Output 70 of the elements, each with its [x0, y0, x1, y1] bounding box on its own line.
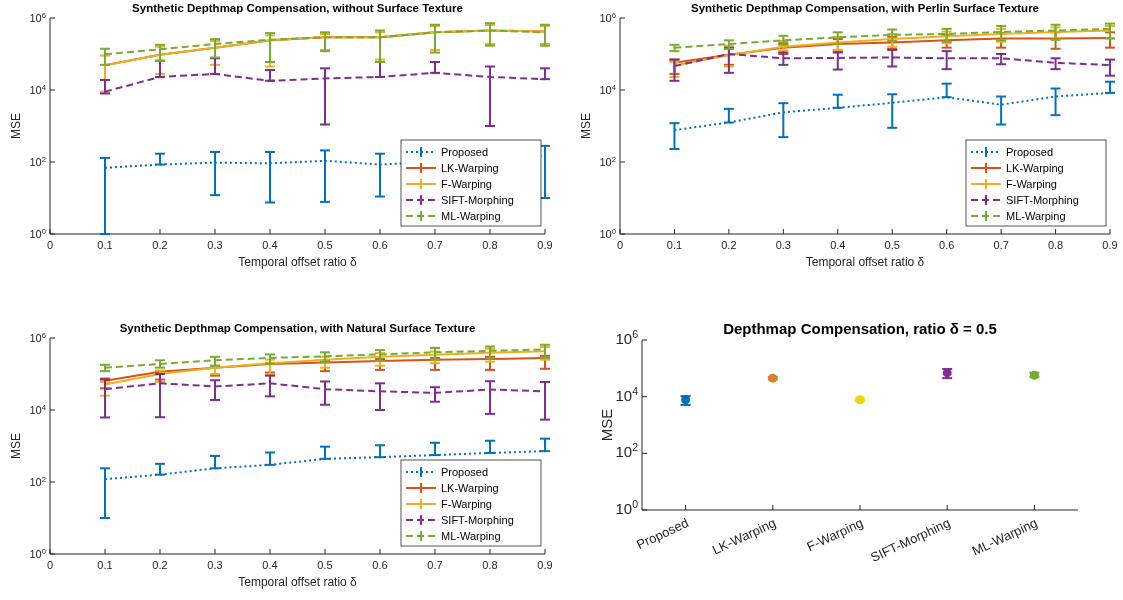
y-tick-label: 10$^{0}$ [615, 498, 639, 517]
x-tick-label: 0.4 [262, 559, 278, 571]
legend-label: LK-Warping [441, 482, 499, 494]
y-tick-label: 10$^{6}$ [29, 10, 46, 24]
legend-label: Proposed [441, 146, 489, 158]
y-tick-label: 10$^{6}$ [599, 10, 616, 24]
x-tick-label: 0.9 [1102, 239, 1118, 251]
chart-title: Synthetic Depthmap Compensation, with Natural Surface Texture [119, 322, 476, 334]
x-tick-label: 0.8 [482, 559, 498, 571]
x-tick-label: 0.5 [884, 239, 900, 251]
x-tick-label: 0.2 [152, 239, 168, 251]
x-tick-label: 0.1 [666, 239, 683, 251]
x-tick-label: 0.4 [830, 239, 846, 251]
x-tick-label: 0.8 [482, 239, 498, 251]
x-tick-label: 0.6 [372, 559, 388, 571]
y-axis-title: MSE [598, 408, 615, 442]
y-axis-title: MSE [579, 112, 593, 140]
legend-label: Proposed [1006, 146, 1054, 158]
x-tick-label: 0.7 [427, 559, 443, 571]
legend-label: F-Warping [441, 498, 492, 510]
x-tick-label: 0.3 [775, 239, 791, 251]
y-axis-title: MSE [9, 432, 23, 460]
chart-title: Synthetic Depthmap Compensation, with Perlin Surface Texture [690, 2, 1040, 14]
y-tick-label: 10$^{6}$ [615, 328, 639, 347]
x-tick-label: 0 [616, 239, 624, 251]
chart-title: Synthetic Depthmap Compensation, without Surface Texture [132, 2, 463, 14]
legend-label: F-Warping [441, 178, 492, 190]
legend-label: ML-Warping [441, 210, 501, 222]
y-tick-label: 10$^{0}$ [29, 226, 46, 240]
x-axis-title: Temporal offset ratio δ [238, 575, 358, 589]
y-tick-label: 10$^{0}$ [599, 226, 616, 240]
y-tick-label: 10$^{4}$ [599, 82, 617, 96]
y-tick-label: 10$^{6}$ [29, 330, 46, 344]
x-axis-title: Temporal offset ratio δ [238, 255, 358, 269]
x-tick-label: 0.3 [207, 559, 223, 571]
x-tick-label: 0.1 [97, 239, 113, 251]
x-tick-label: 0.4 [262, 239, 278, 251]
y-tick-label: 10$^{2}$ [29, 154, 46, 168]
x-tick-label: 0.6 [372, 239, 388, 251]
x-tick-label: 0.6 [939, 239, 955, 251]
x-axis-title: Temporal offset ratio δ [805, 255, 925, 269]
x-tick-label: 0.1 [97, 559, 113, 571]
x-tick-label: 0.7 [427, 239, 443, 251]
legend-label: Proposed [441, 466, 489, 478]
x-tick-label: 0 [46, 239, 54, 251]
legend-label: F-Warping [1006, 178, 1057, 190]
y-tick-label: 10$^{2}$ [615, 441, 639, 461]
y-tick-label: 10$^{4}$ [615, 384, 639, 404]
x-tick-label: 0.2 [721, 239, 737, 251]
y-axis-title: MSE [9, 112, 23, 140]
x-tick-label: 0.7 [993, 239, 1009, 251]
x-tick-label: 0.5 [317, 559, 333, 571]
x-tick-label: 0.9 [537, 239, 553, 251]
y-tick-label: 10$^{2}$ [599, 154, 616, 168]
legend-label: ML-Warping [1006, 210, 1066, 222]
chart-title: Depthmap Compensation, ratio δ = 0.5 [723, 320, 997, 337]
y-tick-label: 10$^{4}$ [29, 402, 47, 416]
x-tick-label: 0.2 [152, 559, 168, 571]
y-tick-label: 10$^{0}$ [29, 546, 46, 560]
x-tick-label: 0 [46, 559, 54, 571]
legend-label: SIFT-Morphing [1006, 194, 1079, 206]
x-tick-label: 0.9 [537, 559, 553, 571]
legend-label: LK-Warping [1006, 162, 1064, 174]
x-tick-label: 0.5 [317, 239, 333, 251]
y-tick-label: 10$^{2}$ [29, 474, 46, 488]
legend-label: SIFT-Morphing [441, 194, 514, 206]
y-tick-label: 10$^{4}$ [29, 82, 47, 96]
x-tick-label: 0.3 [207, 239, 223, 251]
x-tick-label: 0.8 [1047, 239, 1064, 251]
legend-label: LK-Warping [441, 162, 499, 174]
